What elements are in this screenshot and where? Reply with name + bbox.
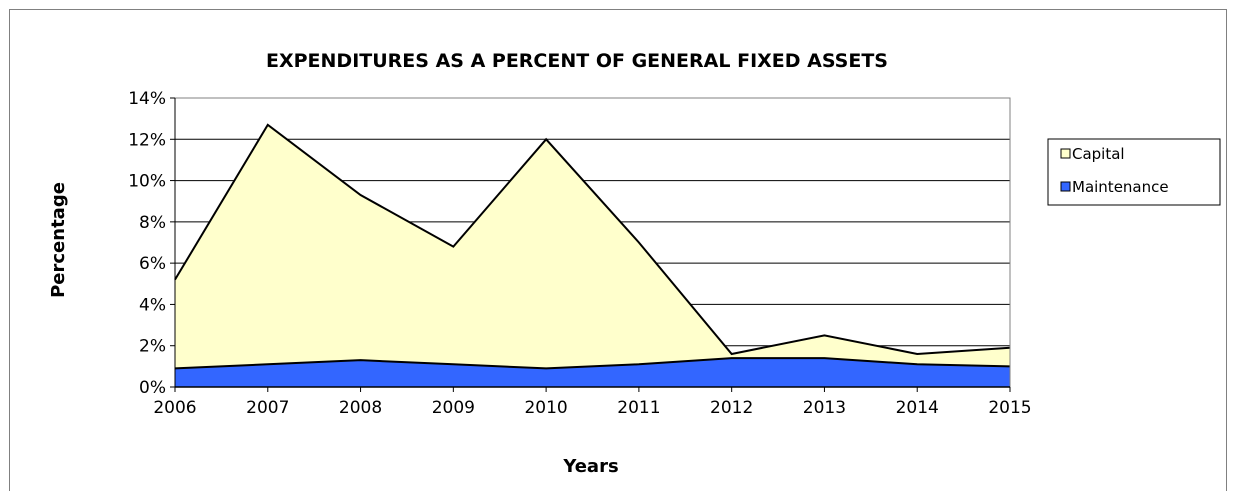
plot-area: 0% 2% 4% 6% 8% 10% 12% 14% 2006 2007 2008 2009 2010 2… — [128, 89, 1031, 418]
chart-title: EXPENDITURES AS A PERCENT OF GENERAL FIX… — [266, 50, 888, 72]
legend: Capital Maintenance — [1048, 139, 1220, 205]
x-tick-label-2010: 2010 — [524, 398, 567, 418]
y-tick-label-1: 2% — [139, 337, 166, 357]
x-axis-title: Years — [562, 456, 618, 477]
y-tick-label-2: 4% — [139, 295, 166, 315]
y-tick-label-0: 0% — [139, 378, 166, 398]
x-tick-label-2014: 2014 — [896, 398, 939, 418]
x-tick-label-2008: 2008 — [339, 398, 382, 418]
x-tick-label-2012: 2012 — [710, 398, 753, 418]
y-axis-title: Percentage — [48, 182, 69, 298]
chart-frame: EXPENDITURES AS A PERCENT OF GENERAL FIX… — [9, 9, 1227, 491]
x-tick-label-2015: 2015 — [988, 398, 1031, 418]
y-tick-label-3: 6% — [139, 254, 166, 274]
legend-label-maintenance: Maintenance — [1072, 178, 1169, 196]
x-tick-label-2006: 2006 — [153, 398, 196, 418]
chart-svg: EXPENDITURES AS A PERCENT OF GENERAL FIX… — [10, 10, 1228, 492]
y-tick-label-6: 12% — [128, 130, 166, 150]
y-tick-label-7: 14% — [128, 89, 166, 109]
x-tick-label-2013: 2013 — [803, 398, 846, 418]
x-tick-label-2011: 2011 — [617, 398, 660, 418]
y-tick-label-4: 8% — [139, 213, 166, 233]
x-tick-label-2007: 2007 — [246, 398, 289, 418]
x-tick-label-2009: 2009 — [432, 398, 475, 418]
legend-swatch-maintenance — [1061, 182, 1070, 191]
legend-swatch-capital — [1061, 149, 1070, 158]
legend-label-capital: Capital — [1072, 145, 1125, 163]
y-tick-label-5: 10% — [128, 172, 166, 192]
